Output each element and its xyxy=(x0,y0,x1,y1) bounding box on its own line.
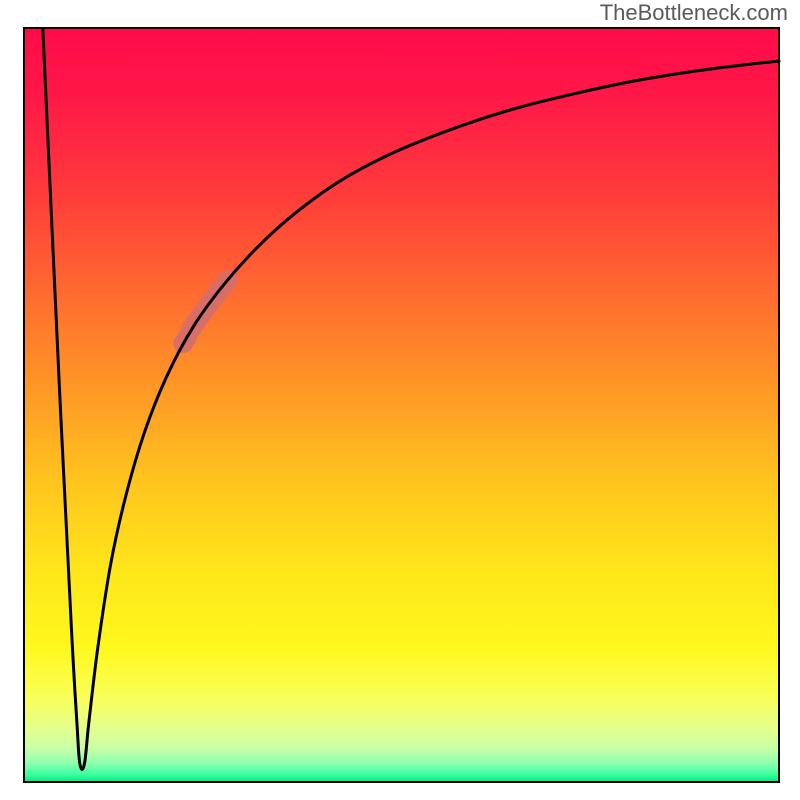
plot-background xyxy=(24,28,779,782)
bottleneck-chart xyxy=(0,0,800,800)
chart-container: TheBottleneck.com xyxy=(0,0,800,800)
